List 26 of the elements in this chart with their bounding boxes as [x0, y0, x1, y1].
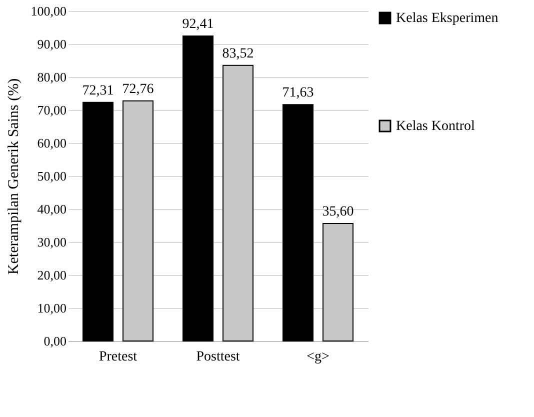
y-axis-title: Keterampilan Generik Sains (%) [6, 78, 22, 275]
y-tick-label: 50,00 [37, 168, 66, 184]
bar [82, 102, 114, 342]
data-label: 35,60 [322, 204, 354, 220]
x-tick-label: Pretest [98, 350, 138, 364]
x-tick-label: <g> [306, 350, 330, 364]
y-tick-label: 10,00 [37, 300, 66, 316]
data-label: 72,76 [122, 82, 154, 97]
bar [282, 104, 314, 342]
y-tick-label: 0,00 [44, 334, 66, 348]
data-label: 92,41 [182, 17, 214, 32]
y-tick-label: 80,00 [37, 70, 66, 84]
y-tick-label: 70,00 [37, 102, 66, 118]
y-tick-label: 40,00 [37, 202, 66, 216]
y-tick-label: 20,00 [37, 268, 66, 282]
y-tick-label: 30,00 [37, 234, 66, 250]
legend-label: Kelas Kontrol [396, 119, 476, 134]
x-tick-label: Posttest [196, 350, 240, 364]
y-tick-label: 100,00 [30, 4, 66, 18]
legend-label: Kelas Eksperimen [396, 11, 498, 26]
data-label: 83,52 [222, 46, 254, 62]
data-label: 72,31 [82, 83, 114, 98]
y-tick-label: 90,00 [37, 36, 66, 52]
bar [182, 36, 214, 342]
y-tick-label: 60,00 [37, 136, 66, 150]
data-label: 71,63 [282, 86, 314, 101]
